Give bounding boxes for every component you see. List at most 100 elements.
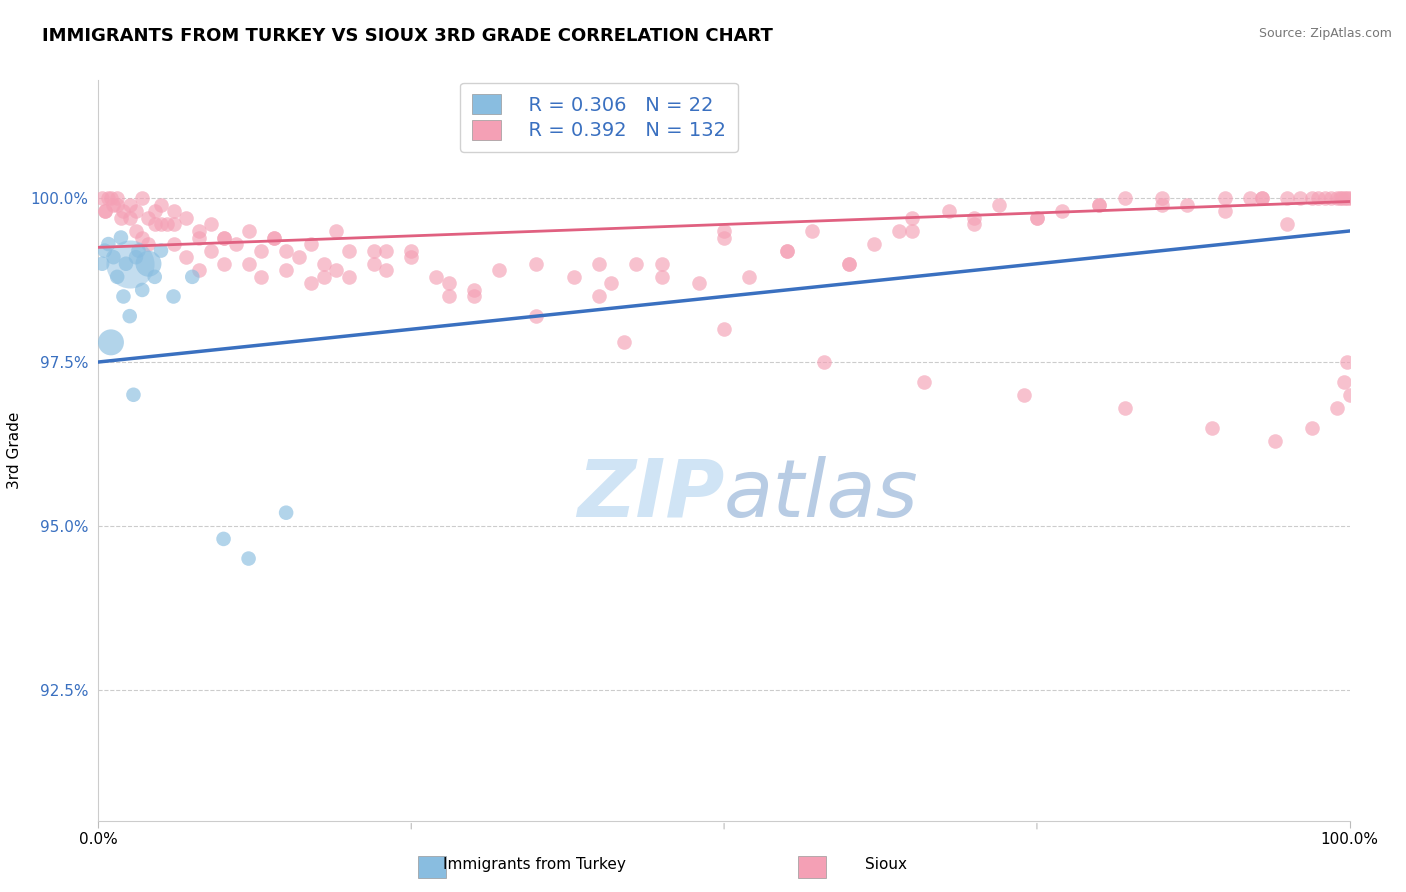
- Point: [250, 244, 273, 258]
- Point: [110, 230, 132, 244]
- Point: [900, 224, 922, 238]
- Point: [1088, 198, 1111, 212]
- Point: [1114, 401, 1136, 415]
- Point: [1326, 401, 1348, 415]
- Point: [263, 230, 285, 244]
- Point: [131, 191, 153, 205]
- Point: [963, 218, 986, 232]
- Point: [263, 230, 285, 244]
- Point: [174, 250, 197, 264]
- Text: atlas: atlas: [724, 456, 920, 534]
- Point: [143, 218, 166, 232]
- Point: [274, 506, 298, 520]
- Point: [238, 257, 260, 271]
- Point: [187, 224, 209, 238]
- Point: [838, 257, 860, 271]
- Point: [212, 230, 235, 244]
- Point: [488, 263, 510, 277]
- Point: [800, 224, 823, 238]
- Point: [1326, 191, 1348, 205]
- Point: [401, 250, 423, 264]
- Point: [363, 244, 385, 258]
- Point: [337, 244, 360, 258]
- Point: [713, 230, 735, 244]
- Point: [118, 211, 141, 225]
- Point: [1251, 191, 1274, 205]
- Point: [1339, 191, 1361, 205]
- Point: [863, 237, 886, 252]
- Point: [212, 230, 235, 244]
- Point: [274, 244, 298, 258]
- Point: [1308, 191, 1330, 205]
- Point: [200, 218, 222, 232]
- Point: [200, 244, 222, 258]
- Point: [105, 198, 128, 212]
- Point: [138, 237, 160, 252]
- Point: [1201, 420, 1223, 434]
- Point: [110, 211, 132, 225]
- Point: [776, 244, 799, 258]
- Point: [1301, 420, 1323, 434]
- Point: [1288, 191, 1310, 205]
- Point: [212, 257, 235, 271]
- Point: [650, 257, 672, 271]
- Point: [889, 224, 911, 238]
- FancyBboxPatch shape: [419, 855, 447, 879]
- Point: [125, 204, 148, 219]
- Point: [150, 198, 173, 212]
- Point: [181, 269, 204, 284]
- Point: [1213, 204, 1236, 219]
- Point: [1264, 434, 1286, 448]
- Point: [187, 263, 209, 277]
- Point: [938, 204, 960, 219]
- Point: [562, 269, 585, 284]
- Point: [524, 257, 547, 271]
- Point: [250, 269, 273, 284]
- Point: [131, 283, 153, 297]
- Point: [125, 224, 148, 238]
- Text: Source: ZipAtlas.com: Source: ZipAtlas.com: [1258, 27, 1392, 40]
- Point: [1320, 191, 1343, 205]
- Point: [1329, 191, 1351, 205]
- Point: [1333, 375, 1355, 389]
- Text: Immigrants from Turkey: Immigrants from Turkey: [443, 857, 626, 872]
- Point: [1301, 191, 1323, 205]
- Point: [713, 224, 735, 238]
- Point: [375, 263, 398, 277]
- Point: [143, 204, 166, 219]
- Point: [1213, 191, 1236, 205]
- Point: [713, 322, 735, 336]
- Point: [118, 309, 141, 323]
- Point: [156, 218, 179, 232]
- Text: IMMIGRANTS FROM TURKEY VS SIOUX 3RD GRADE CORRELATION CHART: IMMIGRANTS FROM TURKEY VS SIOUX 3RD GRAD…: [42, 27, 773, 45]
- Point: [363, 257, 385, 271]
- Point: [162, 218, 184, 232]
- Point: [650, 269, 672, 284]
- Point: [162, 204, 184, 219]
- Point: [118, 198, 141, 212]
- Point: [105, 269, 128, 284]
- Point: [162, 237, 184, 252]
- Point: [312, 257, 335, 271]
- Point: [600, 277, 623, 291]
- Point: [738, 269, 761, 284]
- Point: [97, 237, 120, 252]
- Point: [238, 551, 260, 566]
- Point: [588, 289, 610, 303]
- Point: [988, 198, 1011, 212]
- Point: [463, 283, 485, 297]
- Point: [1333, 191, 1355, 205]
- Point: [299, 277, 322, 291]
- Point: [91, 257, 114, 271]
- Point: [912, 375, 935, 389]
- Point: [97, 191, 120, 205]
- Text: ZIP: ZIP: [576, 456, 724, 534]
- Point: [100, 335, 122, 350]
- Point: [103, 250, 125, 264]
- Point: [122, 388, 145, 402]
- Point: [776, 244, 799, 258]
- Point: [125, 250, 148, 264]
- Point: [150, 244, 173, 258]
- Point: [225, 237, 247, 252]
- Point: [1150, 191, 1173, 205]
